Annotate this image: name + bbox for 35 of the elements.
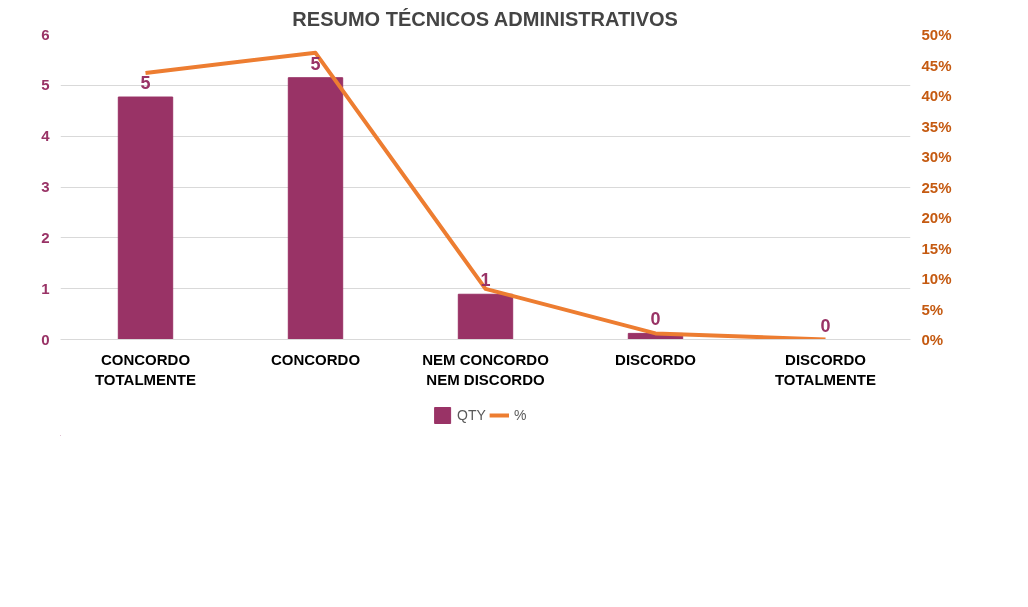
data-label: 0 xyxy=(650,309,661,330)
x-tick-label: CONCORDO xyxy=(270,350,361,368)
line-series xyxy=(143,50,828,340)
bar xyxy=(287,77,344,340)
y2-tick-label: 35% xyxy=(921,117,952,135)
y-tick-label: 0 xyxy=(41,330,50,348)
x-tick-label: CONCORDO TOTALMENTE xyxy=(94,350,197,388)
chart-title: RESUMO TÉCNICOS ADMINISTRATIVOS xyxy=(292,7,678,30)
x-tick-label: DISCORDO TOTALMENTE xyxy=(774,350,877,388)
y2-tick-label: 50% xyxy=(921,26,952,43)
y-tick-label: 2 xyxy=(41,228,50,246)
data-label: 5 xyxy=(140,73,151,94)
y2-tick-label: 30% xyxy=(921,148,952,165)
bar xyxy=(457,293,514,340)
y-tick-label: 3 xyxy=(41,178,50,195)
y2-tick-label: 15% xyxy=(921,239,952,257)
bar xyxy=(117,96,174,340)
data-label: 5 xyxy=(310,53,321,74)
y-tick-label: 4 xyxy=(41,127,51,145)
y2-tick-label: 0% xyxy=(921,331,944,348)
y2-tick-label: 45% xyxy=(921,56,952,74)
x-tick-label: NEM CONCORDO NEM DISCORDO xyxy=(422,350,550,388)
y2-tick-label: 5% xyxy=(921,300,944,318)
y-tick-label: 5 xyxy=(41,76,50,94)
y-tick-label: 6 xyxy=(41,25,50,43)
data-label: 0 xyxy=(820,315,831,336)
data-label: 1 xyxy=(480,270,491,291)
y2-tick-label: 10% xyxy=(921,270,952,287)
y2-tick-label: 20% xyxy=(921,209,952,226)
x-tick-label: DISCORDO xyxy=(615,350,697,368)
legend-label: QTY xyxy=(457,407,486,423)
y2-tick-label: 25% xyxy=(921,178,952,196)
legend-label: % xyxy=(513,407,528,423)
y-tick-label: 1 xyxy=(41,279,50,297)
y2-tick-label: 40% xyxy=(921,87,952,104)
